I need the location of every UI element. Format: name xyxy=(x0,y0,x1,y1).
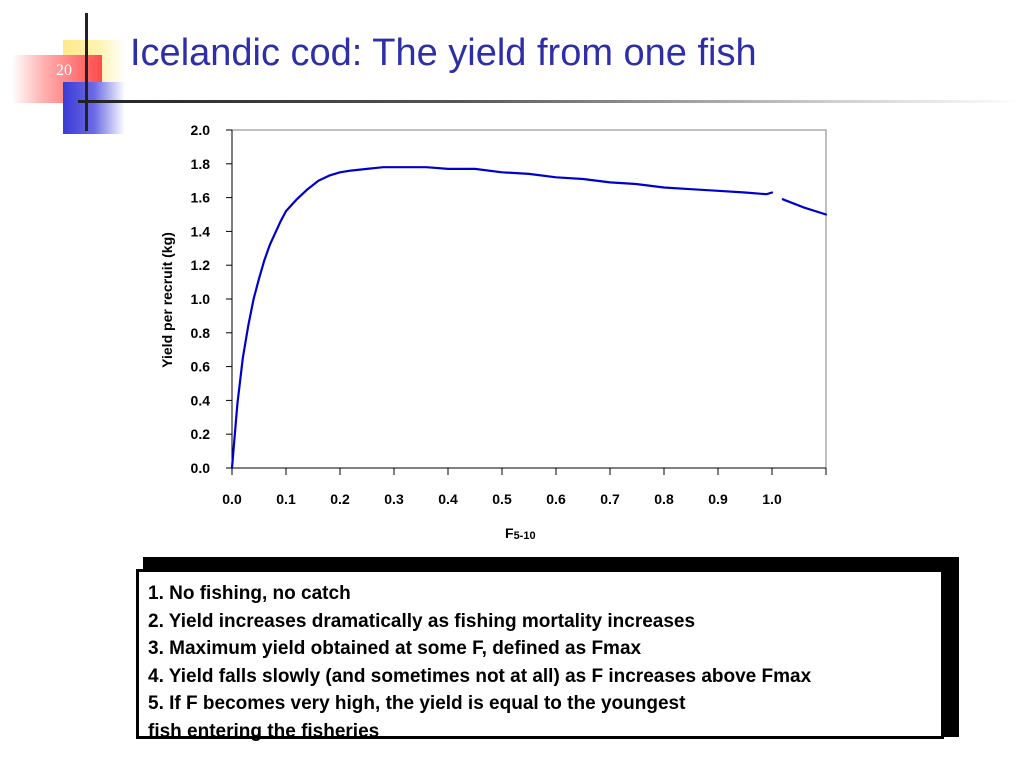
x-axis-label-subscript: 5-10 xyxy=(514,530,536,542)
x-tick-label: 0.8 xyxy=(654,491,674,507)
y-tick-label: 0.6 xyxy=(191,359,211,375)
x-tick-label: 0.2 xyxy=(330,491,350,507)
notes-box: 1. No fishing, no catch 2. Yield increas… xyxy=(136,569,944,742)
x-tick-label: 0.4 xyxy=(438,491,458,507)
x-tick-label: 0.9 xyxy=(708,491,728,507)
yield-chart: 0.0 0.2 0.4 0.6 0.8 1.0 1.2 1.4 1.6 1.8 2.0 0.0 0.1… xyxy=(159,122,828,542)
y-tick-label: 2.0 xyxy=(191,122,211,138)
plot-area-border xyxy=(231,129,827,469)
decor-blue-block xyxy=(63,82,125,134)
y-tick-label: 0.8 xyxy=(191,325,211,341)
y-tick-label: 1.4 xyxy=(191,223,211,239)
y-tick-label: 1.6 xyxy=(191,190,211,206)
note-line: 1. No fishing, no catch xyxy=(148,583,351,604)
y-tick-label: 1.0 xyxy=(191,291,211,307)
series-line-2 xyxy=(781,198,828,216)
x-axis-label-main: F xyxy=(505,525,514,541)
slide-number: 20 xyxy=(56,62,72,79)
decor-vertical-line xyxy=(85,13,88,131)
x-tick-label: 0.1 xyxy=(276,491,296,507)
x-tick-label: 0.3 xyxy=(384,491,404,507)
y-tick-label: 0.0 xyxy=(191,460,211,476)
note-line: 5. If F becomes very high, the yield is … xyxy=(148,693,686,714)
x-tick-label: 0.0 xyxy=(222,491,242,507)
y-tick-label: 0.4 xyxy=(191,392,211,408)
note-line: 2. Yield increases dramatically as fishi… xyxy=(148,610,696,632)
y-tick-label: 0.2 xyxy=(191,426,211,442)
note-line: 4. Yield falls slowly (and sometimes not… xyxy=(148,665,812,687)
series-line-1 xyxy=(230,166,774,470)
x-tick-label: 0.7 xyxy=(600,491,620,507)
decor-horizontal-line xyxy=(78,100,1024,103)
note-line: 3. Maximum yield obtained at some F, def… xyxy=(148,638,642,659)
x-tick-label: 0.6 xyxy=(546,491,566,507)
y-axis-label: Yield per recruit (kg) xyxy=(159,232,175,368)
x-tick-label: 1.0 xyxy=(762,491,782,507)
y-tick-label: 1.8 xyxy=(191,156,211,172)
y-tick-label: 1.2 xyxy=(191,257,211,273)
note-line: fish entering the fisheries xyxy=(148,720,380,742)
x-axis-label: F5-10 xyxy=(505,525,536,542)
x-tick-label: 0.5 xyxy=(492,491,512,507)
slide-title: Icelandic cod: The yield from one fish xyxy=(130,32,757,74)
